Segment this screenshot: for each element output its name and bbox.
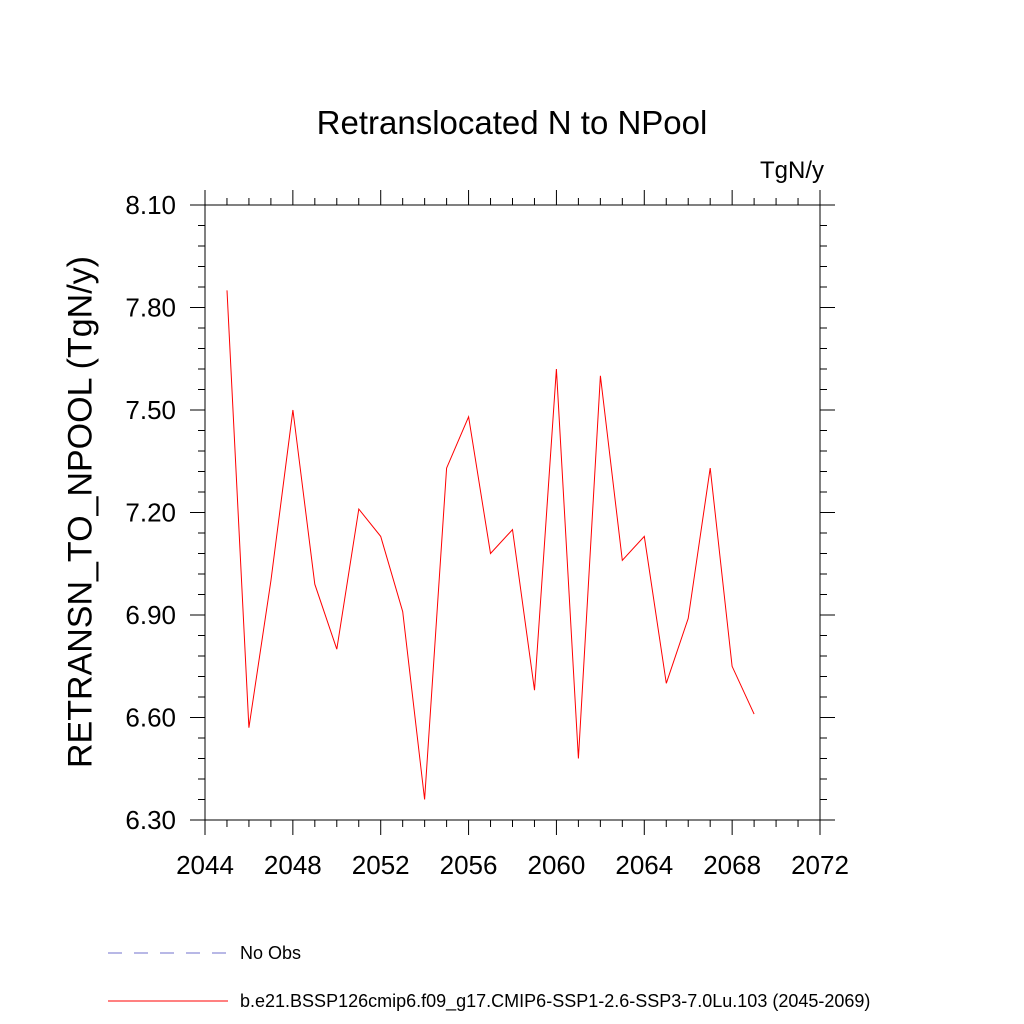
y-axis-label: RETRANSN_TO_NPOOL (TgN/y) — [61, 256, 100, 768]
plot-frame — [204, 204, 821, 821]
y-tick-label: 7.20 — [125, 498, 176, 528]
axis-tick-labels: 2044 2048 2052 2056 2060 2064 2068 2072 6.30 6.60… — [125, 190, 849, 880]
series-line — [226, 290, 755, 800]
y-tick-label: 7.50 — [125, 395, 176, 425]
legend-markers — [108, 952, 228, 1002]
axis-ticks — [190, 190, 835, 835]
y-tick-label: 8.10 — [125, 190, 176, 220]
y-tick-label: 6.60 — [125, 703, 176, 733]
x-tick-label: 2056 — [440, 850, 498, 880]
units-label: TgN/y — [759, 157, 824, 184]
x-tick-label: 2060 — [528, 850, 586, 880]
x-tick-label: 2064 — [615, 850, 673, 880]
x-tick-label: 2044 — [176, 850, 234, 880]
x-tick-label: 2072 — [791, 850, 849, 880]
legend-label-no-obs: No Obs — [240, 943, 302, 963]
y-tick-label: 6.90 — [125, 600, 176, 630]
y-tick-label: 7.80 — [125, 293, 176, 323]
y-tick-label: 6.30 — [125, 805, 176, 835]
series-group — [226, 290, 755, 800]
x-tick-label: 2052 — [352, 850, 410, 880]
chart-title: Retranslocated N to NPool — [316, 104, 708, 141]
x-tick-label: 2048 — [264, 850, 322, 880]
legend-label-model-run: b.e21.BSSP126cmip6.f09_g17.CMIP6-SSP1-2.… — [240, 991, 871, 1011]
x-tick-label: 2068 — [703, 850, 761, 880]
